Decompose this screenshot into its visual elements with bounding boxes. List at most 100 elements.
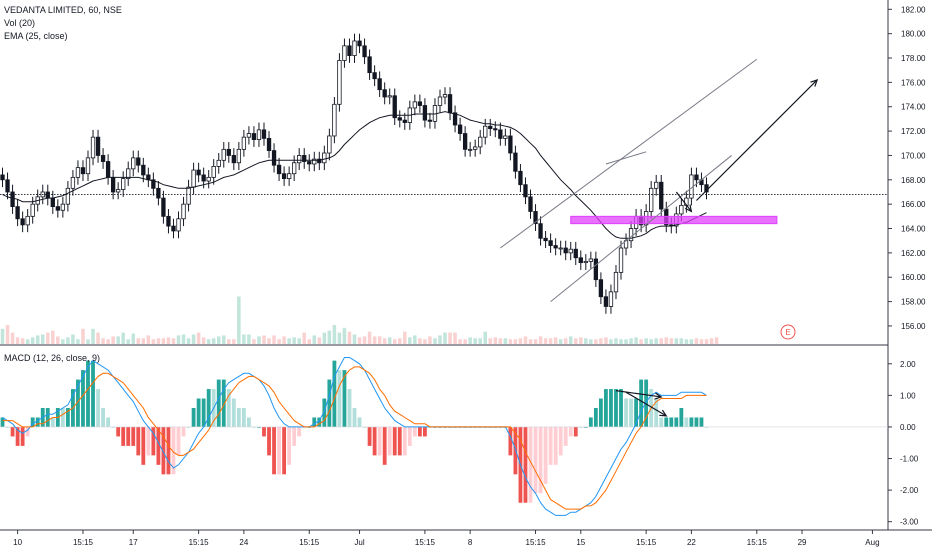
price-tick-label: 178.00: [901, 54, 926, 63]
histogram-bar: [639, 379, 644, 427]
candle-body: [457, 124, 463, 134]
candle-body: [608, 291, 614, 307]
histogram-bar: [111, 426, 116, 428]
candle-body: [357, 40, 362, 47]
price-tick-label: 174.00: [901, 103, 926, 112]
legend-vol[interactable]: Vol (20): [4, 18, 36, 28]
time-tick-label: 15: [576, 538, 585, 547]
candle-body: [156, 187, 161, 199]
volume-bar: [423, 339, 427, 344]
volume-bar: [10, 332, 15, 344]
candle-body: [488, 125, 493, 130]
volume-bar: [116, 336, 120, 344]
volume-bar: [282, 336, 286, 344]
candle-body: [211, 166, 216, 178]
histogram-bar: [101, 408, 105, 427]
volume-bar: [126, 339, 130, 344]
volume-bar: [247, 334, 251, 344]
time-tick-label: 10: [13, 538, 22, 547]
volume-bar: [523, 336, 528, 344]
volume-bar: [649, 339, 653, 344]
candle-body: [649, 187, 654, 212]
candle-body: [578, 257, 583, 264]
ema-line: [2, 111, 707, 239]
price-tick-label: 176.00: [901, 78, 926, 87]
histogram-bar: [20, 426, 25, 446]
histogram-bar: [262, 426, 266, 437]
candle-body: [462, 133, 468, 150]
candle-body: [131, 157, 136, 170]
histogram-bar: [171, 426, 176, 475]
histogram-bar: [221, 379, 226, 427]
volume-bar: [403, 331, 407, 344]
volume-bar: [156, 338, 161, 344]
candle-body: [176, 218, 181, 232]
volume-bar: [216, 336, 221, 344]
histogram-bar: [15, 426, 20, 446]
candle-body: [583, 261, 588, 264]
volume-bar: [297, 338, 301, 344]
candle-body: [503, 135, 508, 139]
candle-body: [55, 206, 60, 211]
volume-bar: [76, 339, 80, 344]
histogram-bar: [659, 417, 664, 427]
volume-bar: [614, 338, 618, 344]
histogram-bar: [573, 426, 578, 437]
volume-bar: [493, 337, 498, 344]
candle-body: [90, 136, 96, 159]
histogram-bar: [166, 426, 171, 475]
price-arrow: [675, 191, 692, 212]
candle-body: [201, 174, 206, 182]
candle-body: [292, 162, 297, 175]
candle-body: [105, 161, 111, 178]
histogram-bar: [417, 426, 422, 437]
candle-body: [382, 89, 387, 98]
time-tick-label: 24: [239, 538, 248, 547]
price-arrow: [696, 79, 818, 201]
candle-body: [65, 187, 71, 205]
legend-ema[interactable]: EMA (25, close): [4, 31, 68, 41]
histogram-bar: [226, 389, 231, 427]
legend-macd[interactable]: MACD (12, 26, close, 9): [4, 353, 101, 363]
candle-body: [45, 191, 50, 199]
volume-bar: [639, 339, 643, 344]
histogram-bar: [30, 417, 35, 427]
histogram-bar: [201, 398, 206, 427]
macd-arrow-head: [654, 392, 663, 400]
volume-bar: [458, 339, 462, 344]
histogram-bar: [322, 398, 327, 427]
candle-body: [452, 112, 458, 126]
candle-body: [337, 60, 342, 105]
candle-body: [246, 133, 252, 138]
candle-body: [427, 119, 433, 122]
volume-bar: [392, 339, 397, 344]
volume-bar: [644, 338, 648, 344]
volume-bar: [81, 328, 85, 344]
candle-body: [483, 125, 488, 138]
time-tick-label: 22: [687, 538, 696, 547]
signal-line: [2, 366, 707, 510]
volume-bar: [604, 337, 608, 344]
volume-bar: [191, 334, 196, 344]
time-tick-label: 15:15: [415, 538, 436, 547]
macd-arrow-head: [659, 409, 668, 417]
candle-body: [628, 228, 634, 242]
macd-tick-label: 0.00: [900, 423, 916, 432]
legend-title[interactable]: VEDANTA LIMITED, 60, NSE: [4, 5, 122, 15]
histogram-bar: [684, 417, 689, 427]
candle-body: [85, 157, 91, 175]
candle-body: [603, 296, 609, 307]
histogram-bar: [176, 426, 181, 456]
volume-bar: [121, 332, 125, 344]
candle-body: [5, 179, 10, 193]
volume-bar: [342, 327, 347, 344]
histogram-bar: [634, 398, 639, 427]
volume-bar: [478, 338, 482, 344]
candle-body: [513, 152, 518, 172]
volume-bar: [599, 338, 603, 344]
macd-arrow: [615, 390, 662, 398]
histogram-bar: [694, 417, 699, 427]
histogram-bar: [131, 426, 136, 446]
volume-bar: [312, 335, 317, 344]
